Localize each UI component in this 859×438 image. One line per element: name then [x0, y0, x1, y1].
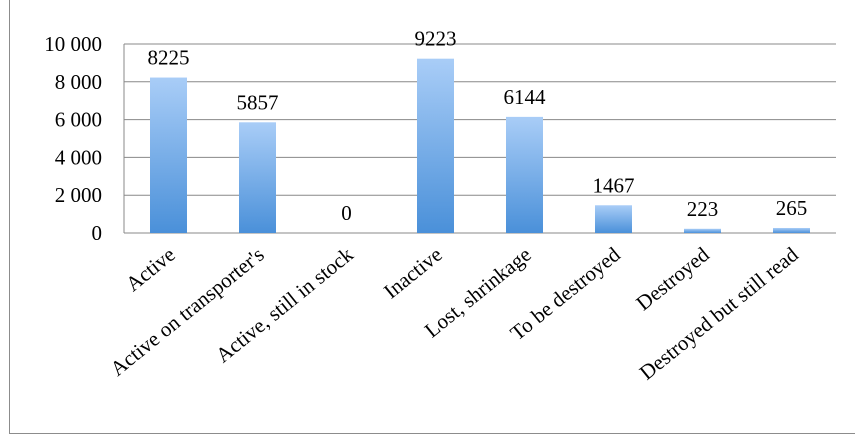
x-tick-label: Destroyed: [631, 242, 714, 315]
bars: [150, 58, 810, 233]
x-tick-label: Active on transporter's: [106, 242, 269, 380]
data-label: 1467: [593, 173, 635, 197]
bar: [417, 58, 454, 233]
x-tick-label: Destroyed but still read: [635, 242, 803, 385]
bar: [595, 205, 632, 233]
gridlines: [123, 43, 836, 234]
data-label: 5857: [237, 90, 279, 114]
data-label: 8225: [148, 46, 190, 70]
bar: [506, 116, 543, 233]
y-tick-label: 4 000: [55, 145, 102, 169]
y-axis-tick-labels: 0 2 000 4 000 6 000 8 000 10 000: [44, 32, 102, 245]
data-label: 9223: [415, 27, 457, 51]
y-tick-label: 6 000: [55, 108, 102, 132]
bar: [239, 122, 276, 233]
data-label: 6144: [504, 85, 547, 109]
data-label: 265: [776, 196, 808, 220]
bar: [773, 227, 810, 233]
y-tick-label: 10 000: [44, 32, 102, 56]
data-label: 0: [341, 201, 352, 225]
data-labels: 8225 5857 0 9223 6144 1467 223 265: [148, 27, 808, 225]
x-tick-label: Active: [121, 242, 180, 296]
bar: [150, 77, 187, 233]
bar: [684, 228, 721, 233]
x-tick-label: Inactive: [379, 242, 447, 303]
y-tick-label: 8 000: [55, 70, 102, 94]
y-tick-label: 2 000: [55, 183, 102, 207]
y-tick-label: 0: [92, 221, 103, 245]
data-label: 223: [687, 197, 719, 221]
